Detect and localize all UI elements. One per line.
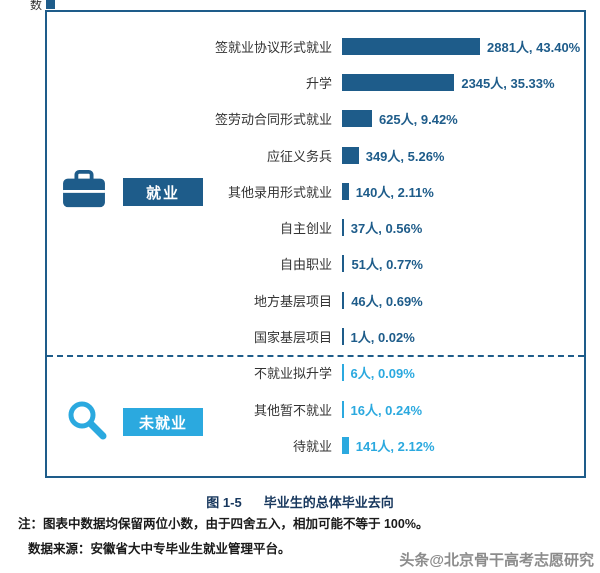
- bar: [342, 146, 359, 164]
- briefcase-icon: [61, 170, 107, 215]
- chart-row: 地方基层项目 46人, 0.69%: [47, 282, 580, 318]
- group-label-employed: 就业: [123, 178, 203, 206]
- figure-number: 图 1-5: [206, 495, 242, 510]
- bar: [342, 436, 349, 454]
- chart-row: 自由职业 51人, 0.77%: [47, 246, 580, 282]
- chart-row: 其他录用形式就业 140人, 2.11%: [47, 173, 580, 209]
- bar: [342, 73, 455, 91]
- bar: [342, 37, 480, 55]
- bar: [342, 364, 344, 382]
- category-label: 应征义务兵: [266, 148, 332, 164]
- value-label: 625人, 9.42%: [378, 112, 458, 128]
- bar-area: 6人, 0.09%: [342, 363, 580, 382]
- bar-area: 141人, 2.12%: [342, 436, 580, 455]
- category-label: 自主创业: [279, 221, 332, 237]
- chart-row: 升学 2345人, 35.33%: [47, 64, 580, 100]
- category-label: 其他录用形式就业: [227, 184, 332, 200]
- bar: [342, 400, 344, 418]
- category-label: 国家基层项目: [253, 330, 332, 346]
- bar-area: 349人, 5.26%: [342, 146, 580, 165]
- value-label: 2881人, 43.40%: [487, 39, 581, 55]
- value-label: 16人, 0.24%: [350, 402, 423, 418]
- value-label: 37人, 0.56%: [350, 221, 423, 237]
- bar-area: 46人, 0.69%: [342, 291, 580, 310]
- value-label: 51人, 0.77%: [351, 257, 423, 273]
- chart-row: 自主创业 37人, 0.56%: [47, 209, 580, 245]
- cutoff-legend-fragment: 数: [30, 0, 56, 13]
- magnifier-icon: [65, 398, 107, 445]
- bar-area: 2881人, 43.40%: [342, 37, 580, 56]
- bar-area: 1人, 0.02%: [342, 327, 580, 346]
- footnote-rounding: 注：图表中数据均保留两位小数，由于四舍五入，相加可能不等于 100%。: [18, 517, 429, 531]
- value-label: 2345人, 35.33%: [461, 75, 555, 91]
- watermark-text: 头条@北京骨干高考志愿研究: [399, 552, 594, 569]
- bar-area: 140人, 2.11%: [342, 182, 580, 201]
- chart-frame: 签就业协议形式就业 2881人, 43.40% 升学 2345人, 35.33% 签劳动…: [45, 10, 586, 478]
- chart-row: 应征义务兵 349人, 5.26%: [47, 137, 580, 173]
- bar: [342, 110, 372, 128]
- bar: [342, 255, 345, 273]
- chart-row: 国家基层项目 1人, 0.02%: [47, 318, 580, 354]
- category-label: 升学: [305, 75, 332, 91]
- figure-title: 毕业生的总体毕业去向: [263, 495, 394, 510]
- bar: [342, 219, 344, 237]
- value-label: 1人, 0.02%: [350, 330, 415, 346]
- bar: [342, 182, 349, 200]
- chart-row: 待就业 141人, 2.12%: [47, 427, 580, 463]
- category-label: 签劳动合同形式就业: [214, 112, 332, 128]
- legend-square-icon: [46, 0, 56, 9]
- value-label: 141人, 2.12%: [355, 438, 435, 454]
- value-label: 349人, 5.26%: [365, 148, 445, 164]
- chart-row: 不就业拟升学 6人, 0.09%: [47, 355, 580, 391]
- value-label: 140人, 2.11%: [355, 184, 434, 200]
- value-label: 6人, 0.09%: [350, 366, 415, 382]
- cutoff-legend-text: 数: [30, 0, 43, 12]
- category-label: 待就业: [292, 438, 332, 454]
- bar-rows: 签就业协议形式就业 2881人, 43.40% 升学 2345人, 35.33% 签劳动…: [47, 28, 580, 464]
- chart-row: 签劳动合同形式就业 625人, 9.42%: [47, 101, 580, 137]
- bar-area: 51人, 0.77%: [342, 254, 580, 273]
- bar: [342, 328, 344, 346]
- category-label: 自由职业: [279, 257, 332, 273]
- category-label: 签就业协议形式就业: [214, 39, 332, 55]
- group-label-unemployed: 未就业: [123, 408, 203, 436]
- figure-caption: 图 1-5 毕业生的总体毕业去向: [0, 492, 600, 511]
- bar-area: 2345人, 35.33%: [342, 73, 580, 92]
- chart-row: 签就业协议形式就业 2881人, 43.40%: [47, 28, 580, 64]
- chart-row: 其他暂不就业 16人, 0.24%: [47, 391, 580, 427]
- category-label: 地方基层项目: [253, 293, 332, 309]
- footnote-data-source: 数据来源：安徽省大中专毕业生就业管理平台。: [28, 542, 291, 556]
- category-label: 其他暂不就业: [253, 402, 332, 418]
- bar: [342, 291, 345, 309]
- bar-area: 37人, 0.56%: [342, 218, 580, 237]
- bar-area: 625人, 9.42%: [342, 109, 580, 128]
- value-label: 46人, 0.69%: [351, 293, 423, 309]
- category-label: 不就业拟升学: [253, 366, 332, 382]
- group-divider-dashed-line: [47, 355, 584, 357]
- bar-area: 16人, 0.24%: [342, 400, 580, 419]
